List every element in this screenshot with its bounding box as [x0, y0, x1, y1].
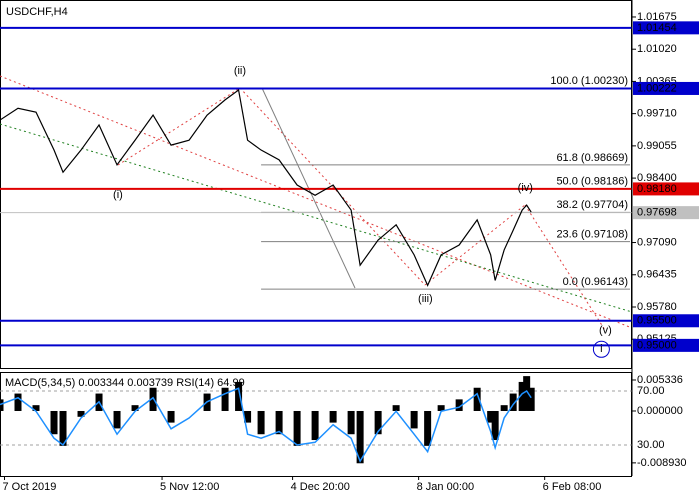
- x-tick-label: 7 Oct 2019: [3, 481, 57, 493]
- fib-label: 50.0 (0.98186): [556, 176, 628, 188]
- y-tick-label: 0.99055: [637, 140, 677, 152]
- y-tick-label: 1.01020: [637, 43, 677, 55]
- level-box: [633, 338, 699, 352]
- fib-label: 0.0 (0.96143): [563, 276, 628, 288]
- macd-bar: [293, 410, 301, 446]
- x-tick-label: 5 Nov 12:00: [160, 481, 219, 493]
- macd-bar: [131, 405, 139, 411]
- macd-bar: [356, 410, 364, 464]
- x-tick-label: 4 Dec 20:00: [291, 481, 350, 493]
- macd-bar: [491, 410, 499, 441]
- macd-bar: [235, 381, 243, 411]
- level-box: [633, 182, 699, 196]
- y-tick-label: 0.98400: [637, 172, 677, 184]
- wave-label: (iv): [518, 182, 533, 194]
- wave-label: (v): [599, 325, 612, 337]
- macd-bar: [374, 410, 382, 435]
- macd-bar: [50, 410, 58, 435]
- wave-label: i: [600, 343, 602, 355]
- level-label: 0.95000: [637, 339, 677, 351]
- y-tick-label: 0.97090: [637, 236, 677, 248]
- y-tick-label: 0.005336: [637, 374, 683, 386]
- level-label: 0.95500: [637, 315, 677, 327]
- rsi-line: [0, 387, 532, 463]
- wave-label: (iii): [418, 293, 433, 305]
- y-tick-label: 0.96435: [637, 269, 677, 281]
- macd-bar: [32, 405, 40, 411]
- y-tick-label: 1.01675: [637, 11, 677, 23]
- y-tick-label: 0.95780: [637, 301, 677, 313]
- trend-line: [0, 75, 633, 329]
- wave-label: (i): [113, 189, 123, 201]
- level-box: [633, 314, 699, 328]
- macd-bar: [500, 405, 508, 411]
- macd-bar: [410, 410, 418, 429]
- macd-bar: [167, 410, 175, 423]
- wave-circle: [592, 340, 610, 358]
- macd-bar: [59, 410, 67, 446]
- fib-label: 100.0 (1.00230): [550, 75, 628, 87]
- price-line: [0, 88, 532, 287]
- level-label: 0.97698: [637, 207, 677, 219]
- x-tick-label: 6 Feb 08:00: [543, 481, 602, 493]
- macd-bar: [437, 405, 445, 411]
- macd-bar: [149, 387, 157, 411]
- macd-bar: [0, 399, 4, 411]
- macd-bar: [392, 405, 400, 411]
- fib-label: 38.2 (0.97704): [556, 199, 628, 211]
- level-label: 1.00222: [637, 82, 677, 94]
- macd-bar: [518, 381, 526, 411]
- wave-line: [117, 87, 241, 166]
- fib-label: 61.8 (0.98669): [556, 152, 628, 164]
- macd-bar: [14, 393, 22, 411]
- y-tick-label: -0.008930: [637, 457, 687, 469]
- y-tick-label: 0.000000: [637, 405, 683, 417]
- macd-bar: [311, 410, 319, 441]
- macd-bar: [455, 399, 463, 411]
- level-box: [633, 81, 699, 95]
- macd-bar: [257, 410, 265, 435]
- y2-tick-label: 30.00: [637, 439, 665, 451]
- fib-label: 23.6 (0.97108): [556, 229, 628, 241]
- macd-bar: [424, 410, 432, 446]
- wave-line: [424, 204, 526, 286]
- y2-tick-label: 70.00: [637, 385, 665, 397]
- macd-bar: [221, 387, 229, 411]
- wave-line: [239, 87, 426, 286]
- macd-bar: [527, 387, 535, 411]
- chart-title: USDCHF,H4: [6, 6, 68, 18]
- indicator-title: MACD(5,34,5) 0.003344 0.003739 RSI(14) 6…: [5, 377, 245, 389]
- macd-bar: [329, 410, 337, 423]
- x-tick-label: 8 Jan 00:00: [417, 481, 475, 493]
- level-box: [633, 21, 699, 35]
- y-tick-label: 0.99710: [637, 108, 677, 120]
- level-box: [633, 206, 699, 220]
- macd-bar: [244, 410, 252, 423]
- macd-bar: [113, 410, 121, 429]
- wave-label: (ii): [234, 65, 246, 77]
- macd-bar: [509, 393, 517, 411]
- level-label: 1.01454: [637, 22, 677, 34]
- macd-bar: [275, 410, 283, 435]
- macd-bar: [523, 376, 531, 411]
- macd-bar: [77, 410, 85, 417]
- macd-bar: [487, 410, 495, 423]
- level-label: 0.98180: [637, 183, 677, 195]
- macd-bar: [347, 410, 355, 435]
- macd-bar: [473, 387, 481, 411]
